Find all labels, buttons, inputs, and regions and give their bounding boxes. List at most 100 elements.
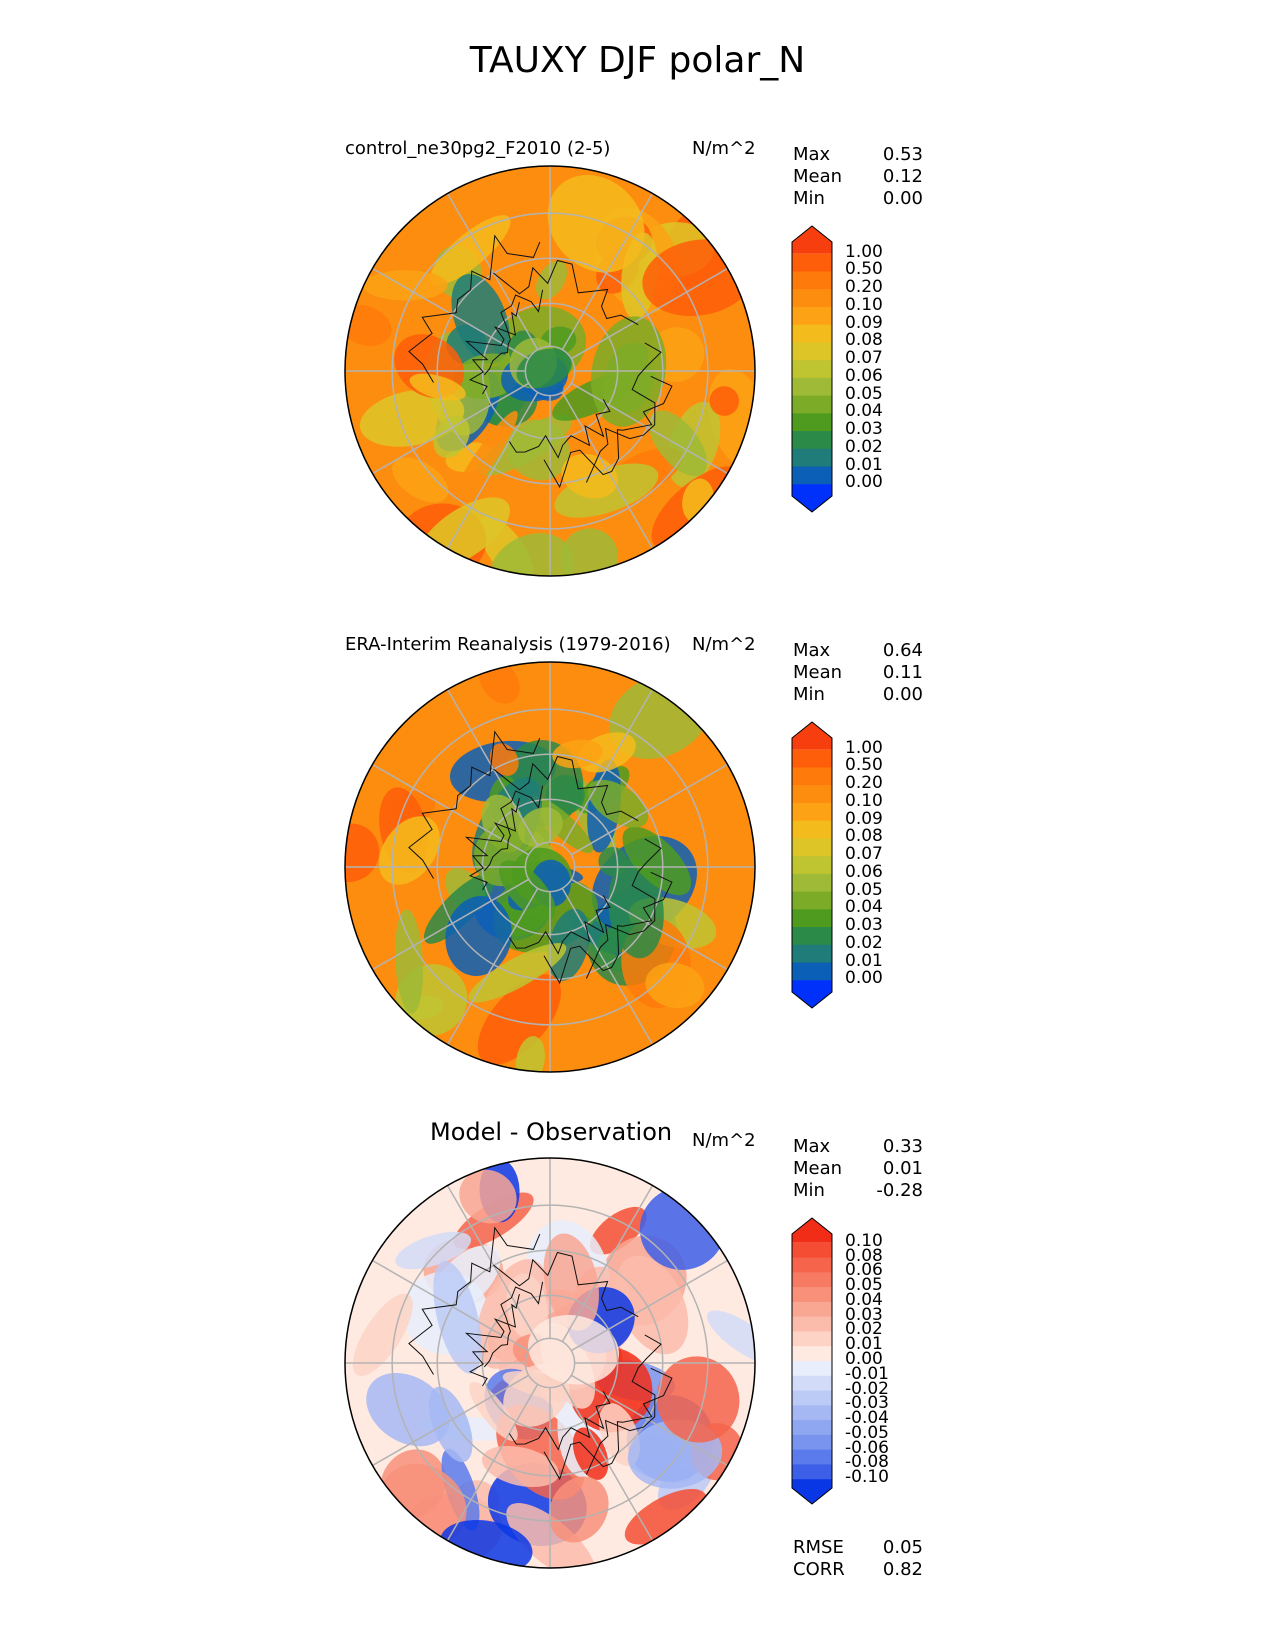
longitude-line	[561, 1383, 654, 1541]
main-title: TAUXY DJF polar_N	[469, 40, 806, 81]
coastline	[493, 259, 639, 326]
colorbar-tick-label: 0.02	[845, 436, 883, 457]
colorbar-segment	[792, 722, 832, 750]
longitude-line	[372, 1374, 530, 1467]
colorbar-tick-label: 0.04	[845, 401, 883, 422]
field-patch	[624, 1488, 707, 1545]
longitude-line	[561, 1185, 654, 1343]
colorbar-segment	[792, 342, 832, 361]
colorbar-segment	[792, 1272, 832, 1288]
longitude-line	[570, 267, 728, 360]
panel-title: ERA-Interim Reanalysis (1979-2016)	[345, 634, 671, 655]
colorbar-tick-label: 0.03	[845, 915, 883, 936]
colorbar-tick-label: 0.50	[845, 259, 883, 280]
colorbar-segment	[792, 1464, 832, 1480]
colorbar-tick-label: -0.10	[845, 1467, 889, 1488]
colorbar-tick-label: 0.06	[845, 1260, 883, 1281]
colorbar-segment	[792, 466, 832, 485]
colorbar-segment	[792, 1316, 832, 1332]
coastline	[464, 1293, 520, 1387]
colorbar-tick-label: 0.10	[845, 790, 883, 811]
colorbar-segment	[792, 927, 832, 946]
field-patch	[656, 1356, 740, 1443]
colorbar-tick-label: 0.01	[845, 1334, 883, 1355]
polar-map	[344, 1157, 756, 1569]
colorbar-segment	[792, 802, 832, 822]
colorbar-segment	[792, 448, 832, 468]
colorbar-tick-label: 0.05	[845, 383, 883, 404]
field-patch	[535, 260, 568, 300]
field-patch	[503, 1363, 570, 1427]
field-patch	[706, 1310, 755, 1366]
colorbar-tick-label: 0.20	[845, 773, 883, 794]
field-patch	[548, 1476, 609, 1543]
colorbar-tick-label: -0.05	[845, 1422, 889, 1443]
colorbar-segment	[792, 431, 832, 450]
field-patch	[429, 215, 511, 286]
colorbar-tick-label: 0.08	[845, 330, 883, 351]
field-patch	[516, 348, 572, 389]
colorbar-tick-label: 0.03	[845, 419, 883, 440]
units-label: N/m^2	[692, 634, 756, 655]
colorbar-segment	[792, 1434, 832, 1451]
longitude-line	[446, 193, 539, 351]
longitude-line	[446, 1383, 539, 1541]
coastline	[543, 375, 673, 489]
field-patch	[459, 1169, 517, 1224]
stat-corr: CORR 0.82	[793, 1559, 923, 1580]
longitude-line	[561, 391, 654, 549]
field-patch	[543, 1233, 599, 1331]
field-patch	[469, 1381, 518, 1442]
colorbar-segment	[792, 1242, 832, 1259]
colorbar-segment	[792, 413, 832, 432]
map-boundary	[344, 165, 756, 577]
stats-block: Max 0.64 Mean 0.11 Min 0.00	[793, 640, 923, 706]
colorbar-tick-label: -0.04	[845, 1408, 889, 1429]
stat-max: Max 0.53	[793, 144, 923, 165]
coastline	[543, 871, 673, 985]
longitude-line	[561, 689, 654, 847]
longitude-line	[446, 887, 539, 1045]
colorbar-tick-label: 0.02	[845, 1319, 883, 1340]
colorbar-tick-label: 0.05	[845, 1275, 883, 1296]
field-patch	[506, 1273, 548, 1341]
longitude-line	[570, 1259, 728, 1352]
colorbar-segment	[792, 909, 832, 928]
colorbar-segment	[792, 767, 832, 786]
stat-mean: Mean 0.01	[793, 1158, 923, 1179]
coastline	[493, 1251, 639, 1318]
colorbar-tick-label: 0.00	[845, 968, 883, 989]
coastline	[464, 797, 520, 891]
field-patch	[352, 1293, 413, 1376]
coastline	[464, 301, 520, 395]
field-patch	[366, 1372, 450, 1447]
field-patch	[363, 270, 448, 301]
field-patch	[450, 410, 518, 508]
polar-map	[344, 661, 756, 1073]
colorbar-segment	[792, 1301, 832, 1318]
coastline	[585, 838, 662, 979]
longitude-line	[446, 1185, 539, 1343]
stat-rmse: RMSE 0.05	[793, 1537, 923, 1558]
units-label: N/m^2	[692, 1130, 756, 1151]
colorbar-segment	[792, 749, 832, 768]
colorbar-segment	[792, 306, 832, 326]
stats-block: Max 0.53 Mean 0.12 Min 0.00	[793, 144, 923, 210]
colorbar-segment	[792, 785, 832, 804]
colorbar-tick-label: -0.01	[845, 1363, 889, 1384]
longitude-line	[561, 887, 654, 1045]
coastline	[585, 342, 662, 483]
field-patch	[506, 1503, 596, 1568]
longitude-line	[570, 382, 728, 475]
coastline	[408, 730, 541, 879]
colorbar-tick-label: 0.02	[845, 932, 883, 953]
stat-min: Min 0.00	[793, 188, 923, 209]
field-patch	[547, 908, 590, 981]
colorbar-tick-label: 0.08	[845, 826, 883, 847]
colorbar-segment	[792, 395, 832, 414]
footer-stats: RMSE 0.05 CORR 0.82	[793, 1537, 923, 1581]
coastline	[543, 1367, 673, 1481]
colorbar-tick-label: 0.03	[845, 1304, 883, 1325]
longitude-line	[446, 391, 539, 549]
field-patch	[648, 410, 707, 477]
